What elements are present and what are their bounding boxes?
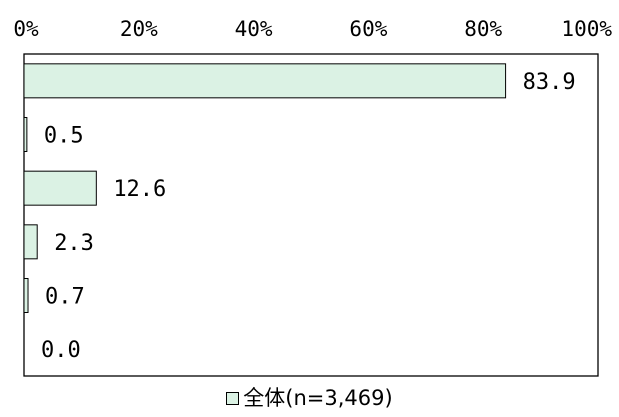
legend-swatch [226, 391, 240, 405]
bar-value-label: 0.7 [45, 285, 85, 310]
bar-chart: 0% 20% 40% 60% 80% 100% 83.9 0.5 12.6 2.3 0.7 0.0 [13, 17, 612, 377]
legend: 全体(n=3,469) [0, 383, 619, 413]
value-labels-group: 83.9 0.5 12.6 2.3 0.7 0.0 [41, 70, 576, 363]
bar-value-label: 12.6 [113, 177, 166, 202]
bar [23, 63, 507, 99]
x-tick-label: 0% [13, 17, 39, 41]
x-tick-label: 80% [464, 17, 502, 41]
legend-label: 全体(n=3,469) [243, 385, 393, 410]
x-tick-label: 100% [561, 17, 612, 41]
x-tick-label: 20% [120, 17, 158, 41]
bar [23, 224, 38, 260]
bar-value-label: 2.3 [54, 231, 94, 256]
bar [23, 278, 29, 313]
plot-frame [23, 53, 599, 377]
bar-value-label: 83.9 [523, 70, 576, 95]
x-tick-label: 60% [349, 17, 387, 41]
bar [23, 170, 97, 206]
x-tick-label: 40% [235, 17, 273, 41]
bar [23, 117, 28, 152]
x-axis-tick-labels: 0% 20% 40% 60% 80% 100% [13, 17, 612, 41]
bar-value-label: 0.0 [41, 338, 81, 363]
bar-value-label: 0.5 [44, 124, 84, 149]
bars-group [23, 63, 507, 313]
